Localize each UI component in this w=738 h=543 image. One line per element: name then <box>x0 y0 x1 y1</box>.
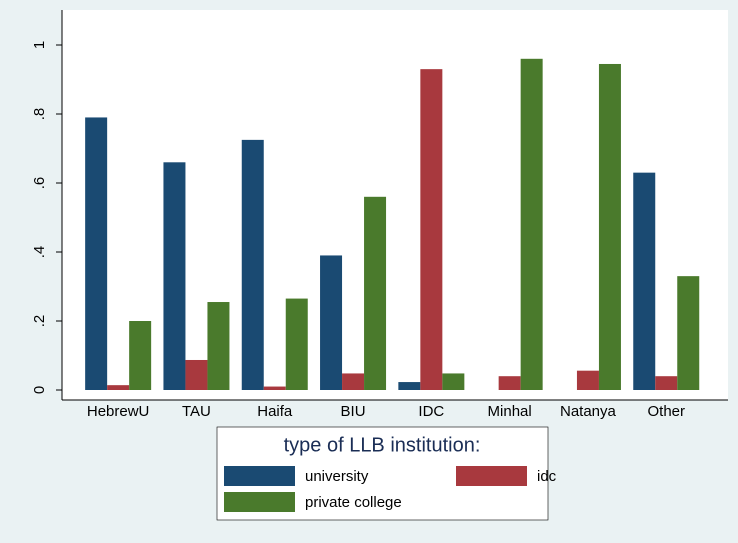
bar <box>442 373 465 390</box>
bar <box>598 63 621 390</box>
bar <box>207 302 230 390</box>
bar <box>85 117 108 390</box>
bar <box>107 385 130 390</box>
bar <box>520 58 543 391</box>
y-tick-label: .6 <box>31 177 48 190</box>
y-tick-label: .2 <box>31 315 48 328</box>
legend-label: private college <box>305 494 402 511</box>
bar <box>655 376 678 390</box>
bar <box>129 321 152 390</box>
legend-swatch <box>224 466 295 486</box>
x-tick-label: IDC <box>418 403 444 420</box>
x-tick-label: HebrewU <box>87 403 150 420</box>
x-tick-label: Other <box>647 403 685 420</box>
bar <box>364 196 387 390</box>
bar <box>576 370 599 390</box>
legend-swatch <box>224 492 295 512</box>
legend-swatch <box>456 466 527 486</box>
legend-label: university <box>305 468 369 485</box>
x-tick-label: TAU <box>182 403 211 420</box>
x-tick-label: Haifa <box>257 403 293 420</box>
legend-label: idc <box>537 468 557 485</box>
bar <box>420 69 443 391</box>
bar <box>185 359 208 390</box>
y-tick-label: 1 <box>31 41 48 49</box>
bar <box>285 298 308 390</box>
bar <box>398 382 421 390</box>
bar <box>633 172 656 390</box>
x-tick-label: Minhal <box>488 403 532 420</box>
bar <box>677 276 700 390</box>
y-tick-label: .4 <box>31 246 48 259</box>
legend-title: type of LLB institution: <box>284 434 481 456</box>
y-tick-label: 0 <box>31 386 48 394</box>
bar <box>263 386 286 390</box>
bar <box>163 162 186 390</box>
x-tick-label: Natanya <box>560 403 617 420</box>
x-tick-label: BIU <box>341 403 366 420</box>
bar <box>241 139 264 390</box>
y-tick-label: .8 <box>31 108 48 121</box>
bar <box>320 255 343 390</box>
bar <box>342 373 365 390</box>
bar <box>498 376 521 390</box>
plot-area <box>62 10 728 400</box>
